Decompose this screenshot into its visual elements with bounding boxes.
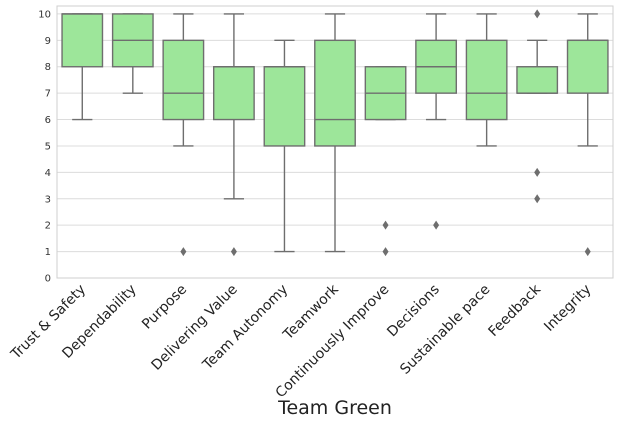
- outlier-point: [534, 9, 541, 19]
- box-group: [61, 13, 104, 121]
- outlier-point: [382, 220, 389, 230]
- plot-frame: [56, 5, 614, 279]
- iqr-box: [263, 66, 306, 147]
- box-group: [516, 9, 559, 204]
- y-axis-ticks: 0 1 2 3 4 5 6 7 8 9 10: [38, 9, 51, 284]
- outlier-point: [433, 220, 440, 230]
- y-tick-label: 3: [45, 194, 51, 205]
- x-tick-label: Sustainable pace: [397, 282, 493, 378]
- iqr-box: [566, 39, 609, 94]
- box-group: [566, 13, 609, 257]
- y-tick-label: 6: [45, 115, 51, 126]
- outlier-point: [180, 247, 187, 257]
- x-tick-label: Feedback: [486, 281, 545, 340]
- x-tick-label: Delivering Value: [149, 282, 241, 374]
- y-tick-label: 1: [45, 247, 51, 258]
- x-tick-label: Purpose: [139, 282, 190, 333]
- outlier-point: [382, 247, 389, 257]
- y-tick-label: 7: [45, 89, 51, 100]
- y-tick-label: 10: [38, 9, 51, 20]
- box-group: [212, 13, 255, 257]
- outlier-point: [534, 194, 541, 204]
- iqr-box: [516, 66, 559, 94]
- iqr-box: [162, 39, 205, 121]
- box-series: [61, 9, 609, 257]
- y-tick-label: 4: [45, 168, 51, 179]
- x-tick-label: Integrity: [541, 282, 594, 335]
- box-group: [111, 13, 154, 94]
- box-group: [162, 13, 205, 257]
- box-group: [364, 66, 407, 257]
- outlier-point: [230, 247, 237, 257]
- outlier-point: [534, 167, 541, 177]
- iqr-box: [61, 13, 104, 68]
- outlier-point: [584, 247, 591, 257]
- box-group: [465, 13, 508, 147]
- iqr-box: [314, 39, 356, 147]
- x-axis-label: Team Green: [277, 397, 392, 419]
- y-tick-label: 2: [45, 221, 51, 232]
- y-tick-label: 9: [45, 36, 51, 47]
- y-tick-label: 8: [45, 62, 51, 73]
- iqr-box: [465, 39, 508, 121]
- box-group: [314, 13, 356, 253]
- box-group: [415, 13, 458, 230]
- box-group: [263, 39, 306, 253]
- y-tick-label: 5: [45, 141, 51, 152]
- iqr-box: [212, 66, 255, 121]
- y-tick-label: 0: [45, 274, 51, 285]
- x-tick-label: Team Autonomy: [199, 282, 291, 374]
